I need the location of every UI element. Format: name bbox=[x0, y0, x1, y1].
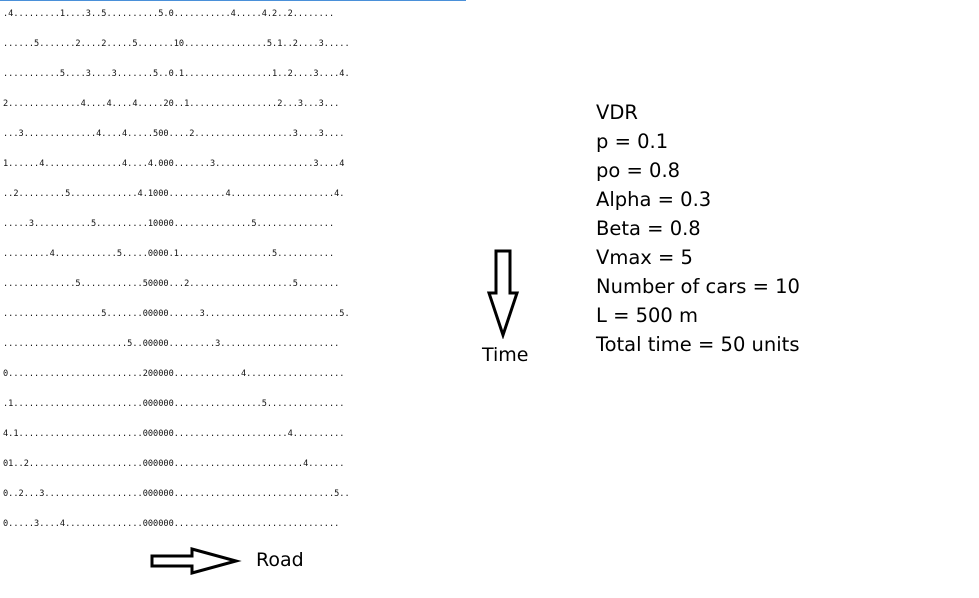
parameter-po: po = 0.8 bbox=[596, 159, 681, 182]
simulation-row: 0.....3....4...............000000.......… bbox=[3, 519, 340, 529]
simulation-row: ...................5.......00000......3.… bbox=[3, 309, 350, 319]
simulation-row: ...........5....3....3.......5..0.1.....… bbox=[3, 69, 350, 79]
parameter-panel: VDR p = 0.1 po = 0.8 Alpha = 0.3 Beta = … bbox=[596, 98, 800, 359]
simulation-row: .....3...........5..........10000.......… bbox=[3, 219, 335, 229]
simulation-row: ..............5............50000...2....… bbox=[3, 279, 340, 289]
simulation-row: .4.........1....3..5..........5.0.......… bbox=[3, 9, 335, 19]
simulation-row: 0..........................200000.......… bbox=[3, 369, 345, 379]
simulation-row: .1.........................000000.......… bbox=[3, 399, 345, 409]
parameter-cars: Number of cars = 10 bbox=[596, 275, 800, 298]
arrow-right-icon bbox=[150, 547, 242, 575]
parameter-alpha: Alpha = 0.3 bbox=[596, 188, 712, 211]
parameter-length: L = 500 m bbox=[596, 304, 699, 327]
simulation-row: 4.1........................000000.......… bbox=[3, 429, 345, 439]
simulation-output: .4.........1....3..5..........5.0.......… bbox=[3, 7, 473, 547]
simulation-row: ...3..............4....4.....500....2...… bbox=[3, 129, 345, 139]
parameter-vmax: Vmax = 5 bbox=[596, 246, 693, 269]
simulation-row: .........4............5.....0000.1......… bbox=[3, 249, 335, 259]
parameter-total-time: Total time = 50 units bbox=[596, 333, 800, 356]
simulation-row: ........................5..00000........… bbox=[3, 339, 340, 349]
simulation-row: 2..............4....4....4.....20..1....… bbox=[3, 99, 340, 109]
simulation-row: 1......4...............4....4.000.......… bbox=[3, 159, 345, 169]
parameter-p: p = 0.1 bbox=[596, 130, 669, 153]
simulation-row: 0..2...3...................000000.......… bbox=[3, 489, 350, 499]
parameter-title: VDR bbox=[596, 101, 638, 124]
simulation-row: 01..2......................000000.......… bbox=[3, 459, 345, 469]
arrow-down-icon bbox=[486, 249, 520, 339]
top-border-line bbox=[0, 0, 466, 1]
simulation-row: ..2.........5.............4.1000........… bbox=[3, 189, 345, 199]
road-axis-label: Road bbox=[256, 549, 304, 571]
parameter-beta: Beta = 0.8 bbox=[596, 217, 701, 240]
time-axis-label: Time bbox=[482, 344, 529, 366]
simulation-row: ......5.......2....2.....5.......10.....… bbox=[3, 39, 350, 49]
